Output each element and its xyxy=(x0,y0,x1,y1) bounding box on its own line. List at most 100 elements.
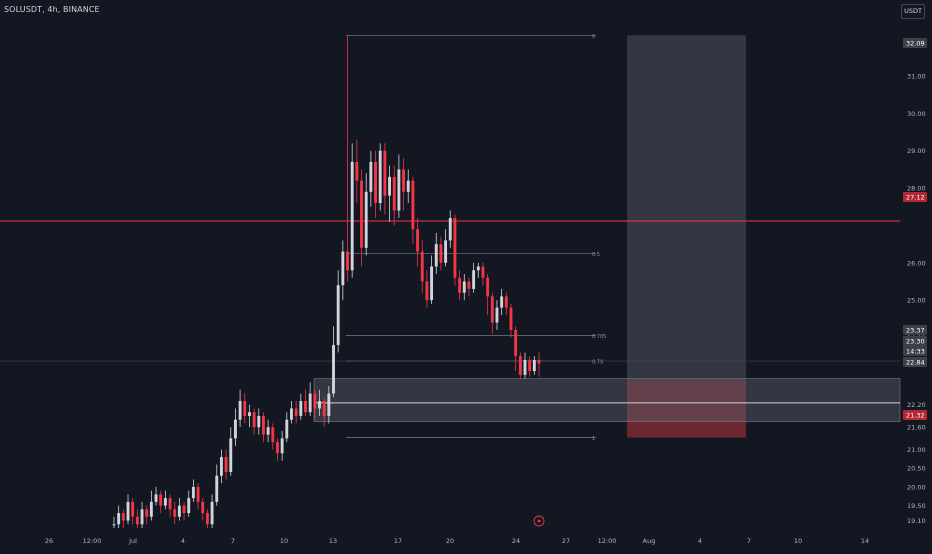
event-marker-icon xyxy=(533,515,545,527)
price-tick-label: 25.00 xyxy=(907,297,926,305)
time-tick-label: 12:00 xyxy=(598,537,617,545)
price-tick-label: 20.50 xyxy=(907,465,926,473)
price-tick-label: 31.00 xyxy=(907,73,926,81)
price-axis-label: 23.30 xyxy=(903,336,927,346)
candle-body xyxy=(504,296,508,308)
candle-body xyxy=(388,176,391,196)
time-tick-label: 7 xyxy=(747,537,751,545)
time-tick-label: 17 xyxy=(394,537,402,545)
candle-body xyxy=(276,442,279,454)
candle-body xyxy=(411,180,415,230)
price-axis-label: 14:33 xyxy=(903,346,927,356)
candle-body xyxy=(523,359,527,375)
candle-body xyxy=(430,266,434,301)
candle-body xyxy=(486,277,490,297)
price-axis-label-bg xyxy=(903,38,927,48)
candle-body xyxy=(187,498,191,514)
candle-body xyxy=(266,427,270,435)
time-tick-label: Jul xyxy=(128,537,137,545)
time-tick-label: 12:00 xyxy=(83,537,102,545)
candle-body xyxy=(201,501,205,514)
price-tick-label: 20.00 xyxy=(907,483,926,491)
candle-body xyxy=(271,427,275,443)
candle-body xyxy=(425,281,429,301)
candle-body xyxy=(392,176,396,211)
price-axis-label-bg xyxy=(903,410,927,420)
candle-body xyxy=(472,270,476,289)
time-tick-label: 13 xyxy=(329,537,337,545)
candle-body xyxy=(318,401,321,409)
candle-body xyxy=(112,524,116,526)
price-axis-label: 32.09 xyxy=(903,38,927,48)
candle-body xyxy=(177,505,181,517)
candle-body xyxy=(117,513,121,525)
candle-body xyxy=(402,169,406,192)
candle-body xyxy=(224,457,228,472)
candle-body xyxy=(332,344,335,394)
candle-body xyxy=(434,244,438,267)
candle-body xyxy=(420,251,424,282)
time-tick-label: 10 xyxy=(794,537,802,545)
price-axis-label-bg xyxy=(903,357,927,367)
candle-body xyxy=(149,501,153,517)
price-tick-label: 28.00 xyxy=(907,185,926,193)
candle-body xyxy=(247,412,251,416)
fib-level-label: 1 xyxy=(592,436,595,442)
price-axis-label-bg xyxy=(903,346,927,356)
price-axis-label: 22.84 xyxy=(903,357,927,367)
currency-button[interactable]: USDT xyxy=(901,4,925,19)
candle-body xyxy=(252,412,256,428)
price-axis-label-text: 23.37 xyxy=(906,327,925,335)
price-tick-label: 30.00 xyxy=(907,110,926,118)
candle-body xyxy=(140,509,144,525)
candle-body xyxy=(448,217,452,241)
candle-body xyxy=(383,150,387,196)
price-axis-label-text: 32.09 xyxy=(906,40,925,48)
fib-retracement: 0 0.5 0.705 0.79 1 xyxy=(0,34,900,442)
candle-body xyxy=(458,277,462,293)
candle-body xyxy=(145,509,149,517)
candle-body xyxy=(397,169,401,211)
candle-body xyxy=(416,229,420,252)
candle-body xyxy=(490,296,494,323)
candle-body xyxy=(262,415,265,435)
time-tick-label: 10 xyxy=(280,537,288,545)
candle-body xyxy=(500,296,504,308)
candle-body xyxy=(257,415,261,428)
time-tick-label: 4 xyxy=(181,537,185,545)
candle-body xyxy=(121,513,125,521)
position-stop-zone xyxy=(627,380,746,438)
candle-body xyxy=(233,419,237,439)
candle-body xyxy=(355,161,359,181)
candle-body xyxy=(495,307,499,323)
candle-body xyxy=(444,240,448,263)
candle-body xyxy=(182,505,186,514)
candle-body xyxy=(509,307,513,331)
candle-body xyxy=(537,359,541,364)
price-tick-label: 26.00 xyxy=(907,259,926,267)
time-tick-label: Aug xyxy=(643,537,656,545)
candle-body xyxy=(285,419,289,439)
price-axis-label: 23.37 xyxy=(903,325,927,335)
fib-level-label: 0 xyxy=(592,34,595,40)
time-tick-label: 4 xyxy=(698,537,702,545)
price-axis-label: 27.12 xyxy=(903,192,927,202)
candle-body xyxy=(528,359,532,372)
candle-body xyxy=(131,501,135,517)
event-marker-ring xyxy=(533,515,545,527)
time-tick-label: 14 xyxy=(861,537,869,545)
candle-body xyxy=(280,438,284,454)
price-axis-label-text: 14:33 xyxy=(906,348,925,356)
candle-body xyxy=(243,401,247,416)
candle-body xyxy=(210,501,214,525)
candle-body xyxy=(406,180,410,192)
price-labels: 32.09 27.12 23.37 23.30 14:33 22.84 21.32 xyxy=(903,38,927,420)
price-axis-label-bg xyxy=(903,192,927,202)
candle-body xyxy=(163,498,167,506)
candle-body xyxy=(327,393,331,416)
price-axis-label-text: 27.12 xyxy=(906,194,925,202)
drawing-layer xyxy=(0,35,901,438)
candle-body xyxy=(514,330,518,357)
